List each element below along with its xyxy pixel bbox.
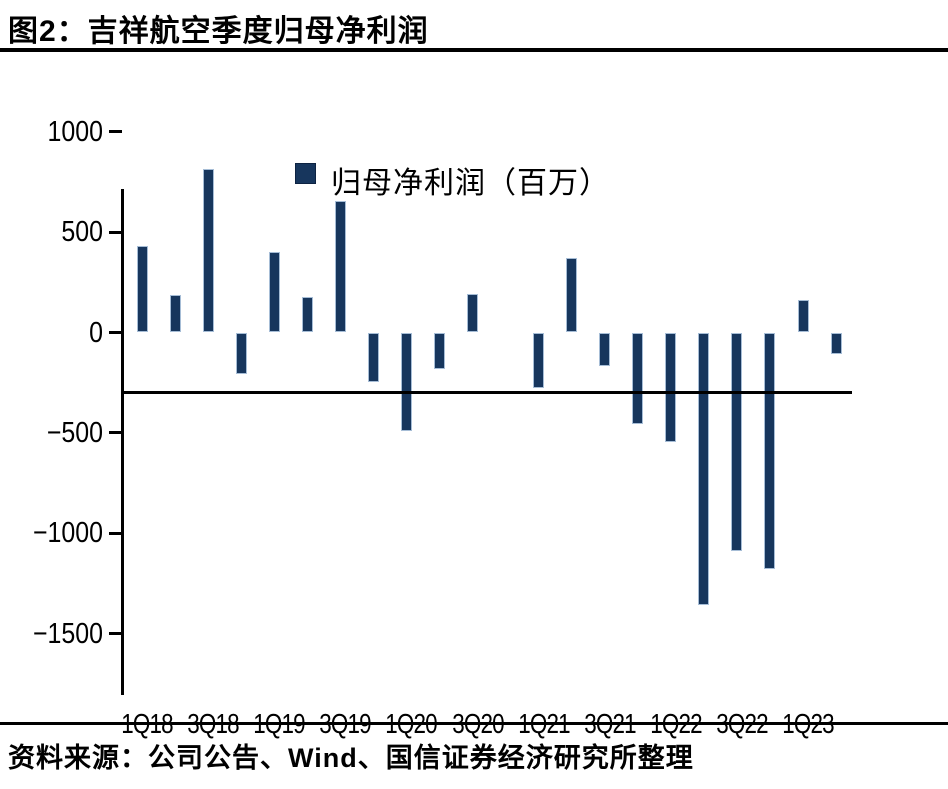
bar-1Q18 <box>136 246 148 333</box>
y-tick-label: −500 <box>46 416 103 449</box>
y-axis-tick <box>109 230 122 234</box>
source-note: 资料来源：公司公告、Wind、国信证券经济研究所整理 <box>8 743 694 773</box>
bar-2Q19 <box>301 297 313 333</box>
bar-2Q21 <box>566 258 578 333</box>
title-divider <box>0 48 948 52</box>
bar-2Q22 <box>698 332 710 605</box>
bar-3Q19 <box>334 200 346 333</box>
bar-2Q23 <box>830 332 842 354</box>
bar-1Q23 <box>797 300 809 333</box>
bar-3Q21 <box>599 332 611 366</box>
bar-1Q21 <box>533 332 545 388</box>
y-axis-tick <box>109 632 122 636</box>
bar-2Q18 <box>169 295 181 333</box>
legend-label: 归母净利润（百万） <box>331 166 610 201</box>
y-axis-tick <box>109 130 122 134</box>
footer-divider <box>0 722 948 725</box>
y-axis-line <box>121 189 124 695</box>
y-tick-label: 0 <box>89 316 103 349</box>
y-tick-label: 1000 <box>47 115 103 148</box>
y-axis-tick <box>109 531 122 535</box>
bar-chart: 归母净利润（百万） 1000 500 0 −500 −1000 −1500 1Q18 3Q18… <box>0 60 948 739</box>
bar-4Q22 <box>764 332 776 570</box>
y-tick-label: −1500 <box>32 617 103 650</box>
y-tick-label: −1000 <box>32 517 103 550</box>
y-tick-label: 500 <box>61 216 103 249</box>
bar-4Q18 <box>235 332 247 374</box>
bar-3Q22 <box>731 332 743 552</box>
y-axis-tick <box>109 431 122 435</box>
x-axis-zero-line <box>121 391 852 394</box>
bar-1Q22 <box>665 332 677 442</box>
legend-swatch <box>295 163 316 184</box>
bar-1Q19 <box>268 252 280 333</box>
bar-1Q20 <box>400 332 412 431</box>
bar-4Q21 <box>632 332 644 424</box>
bar-2Q20 <box>433 332 445 369</box>
bar-3Q18 <box>202 168 214 333</box>
bar-3Q20 <box>467 294 478 333</box>
figure-title: 图2：吉祥航空季度归母净利润 <box>8 15 429 48</box>
y-axis-tick <box>109 331 122 334</box>
bar-4Q19 <box>367 332 379 382</box>
